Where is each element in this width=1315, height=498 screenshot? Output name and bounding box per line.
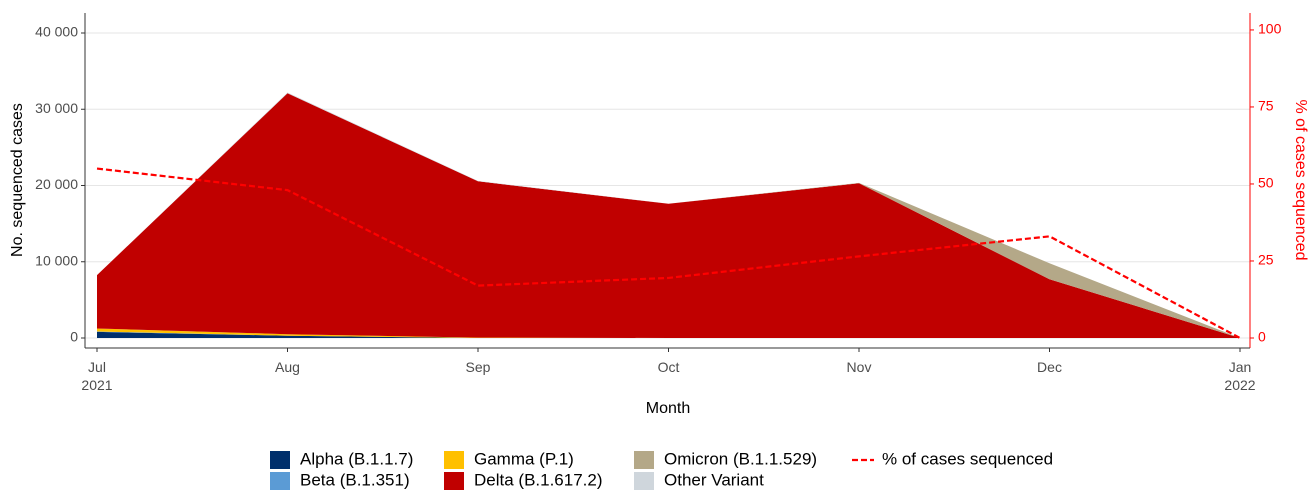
line [96,167,1241,339]
area [97,331,1240,339]
x-tick-label: Sep [466,359,491,375]
legend-label: Beta (B.1.351) [300,470,410,489]
x-tick-label: Oct [658,359,680,375]
y-tick-label: 10 000 [35,252,78,268]
y-tick-label: 40 000 [35,24,78,40]
x-tick-label: Aug [275,359,300,375]
y2-tick-label: 25 [1258,252,1274,268]
y-axis-title: No. sequenced cases [9,103,26,257]
y2-tick-label: 100 [1258,21,1282,37]
y2-axis-title: % of cases sequenced [1292,100,1309,261]
area [97,93,1240,339]
y2-tick-label: 75 [1258,98,1274,114]
legend-key [270,472,290,490]
x-tick-label: Jan 2022 [1224,359,1255,393]
y2-tick-label: 0 [1258,329,1266,345]
x-axis-title: Month [646,400,690,417]
y-tick-label: 20 000 [35,176,78,192]
y-tick-label: 30 000 [35,100,78,116]
legend-label: Delta (B.1.617.2) [474,470,603,489]
legend-label: % of cases sequenced [882,449,1053,468]
legend-key [634,451,654,469]
y2-tick-label: 50 [1258,175,1274,191]
legend-label: Gamma (P.1) [474,449,574,468]
legend-label: Other Variant [664,470,764,489]
legend-key [444,472,464,490]
legend-label: Alpha (B.1.1.7) [300,449,413,468]
x-tick-label: Dec [1037,359,1062,375]
legend-key [634,472,654,490]
legend-key [270,451,290,469]
x-tick-label: Jul 2021 [81,359,112,393]
legend-key [444,451,464,469]
legend-label: Omicron (B.1.1.529) [664,449,817,468]
y-tick-label: 0 [70,329,78,345]
x-tick-label: Nov [847,359,872,375]
